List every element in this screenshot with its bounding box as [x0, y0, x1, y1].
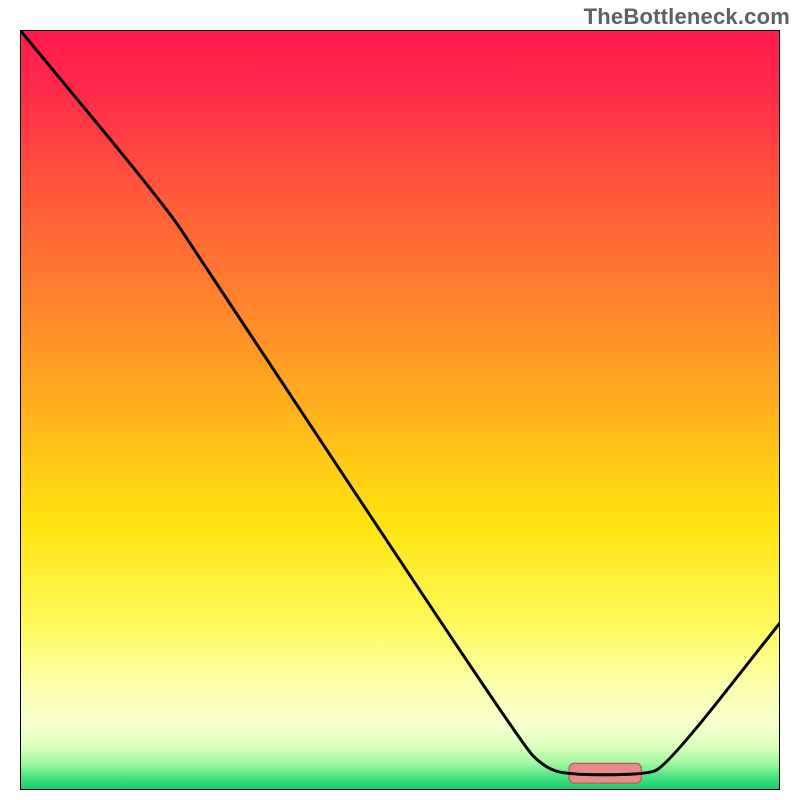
- watermark-text: TheBottleneck.com: [584, 4, 790, 30]
- page-root: TheBottleneck.com: [0, 0, 800, 800]
- bottleneck-chart: [20, 30, 780, 790]
- chart-background: [20, 30, 780, 790]
- chart-container: [20, 30, 780, 790]
